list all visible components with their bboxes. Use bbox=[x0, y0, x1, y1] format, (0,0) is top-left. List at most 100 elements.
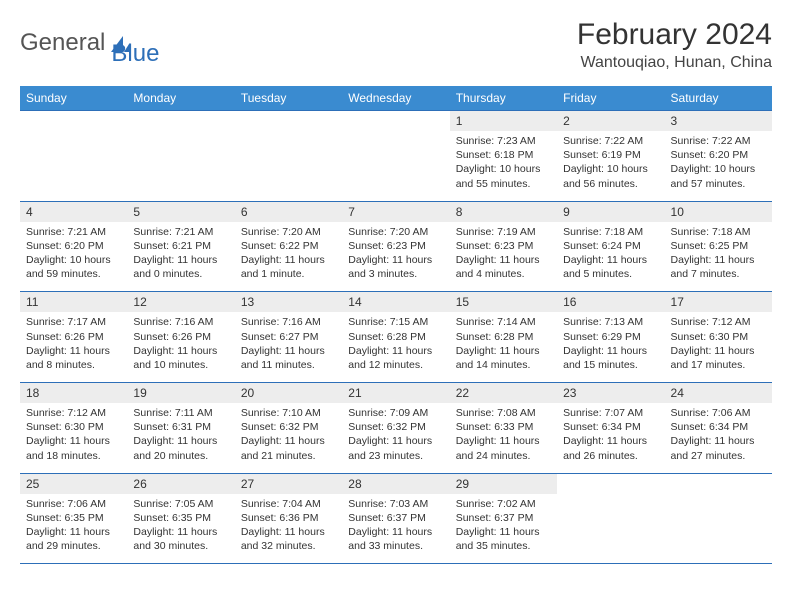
weekday-header: Tuesday bbox=[235, 86, 342, 111]
day-number: 26 bbox=[127, 474, 234, 494]
calendar-day-cell: 24Sunrise: 7:06 AMSunset: 6:34 PMDayligh… bbox=[665, 383, 772, 474]
calendar-table: SundayMondayTuesdayWednesdayThursdayFrid… bbox=[20, 86, 772, 564]
day-number: 4 bbox=[20, 202, 127, 222]
calendar-day-cell: 18Sunrise: 7:12 AMSunset: 6:30 PMDayligh… bbox=[20, 383, 127, 474]
calendar-day-cell: 5Sunrise: 7:21 AMSunset: 6:21 PMDaylight… bbox=[127, 201, 234, 292]
day-details: Sunrise: 7:03 AMSunset: 6:37 PMDaylight:… bbox=[342, 494, 449, 564]
day-details: Sunrise: 7:23 AMSunset: 6:18 PMDaylight:… bbox=[450, 131, 557, 201]
calendar-day-cell: 9Sunrise: 7:18 AMSunset: 6:24 PMDaylight… bbox=[557, 201, 664, 292]
day-number: 8 bbox=[450, 202, 557, 222]
day-details: Sunrise: 7:07 AMSunset: 6:34 PMDaylight:… bbox=[557, 403, 664, 473]
calendar-day-cell: 2Sunrise: 7:22 AMSunset: 6:19 PMDaylight… bbox=[557, 111, 664, 202]
calendar-day-cell: 21Sunrise: 7:09 AMSunset: 6:32 PMDayligh… bbox=[342, 383, 449, 474]
weekday-header: Friday bbox=[557, 86, 664, 111]
calendar-body: 0 0 0 0 1Sunrise: 7:23 AMSunset: 6:18 PM… bbox=[20, 111, 772, 564]
calendar-week-row: 18Sunrise: 7:12 AMSunset: 6:30 PMDayligh… bbox=[20, 383, 772, 474]
calendar-day-cell: 0 bbox=[342, 111, 449, 202]
day-details: Sunrise: 7:21 AMSunset: 6:20 PMDaylight:… bbox=[20, 222, 127, 292]
weekday-header: Wednesday bbox=[342, 86, 449, 111]
day-number: 18 bbox=[20, 383, 127, 403]
calendar-week-row: 4Sunrise: 7:21 AMSunset: 6:20 PMDaylight… bbox=[20, 201, 772, 292]
day-details: Sunrise: 7:22 AMSunset: 6:20 PMDaylight:… bbox=[665, 131, 772, 201]
day-number: 12 bbox=[127, 292, 234, 312]
calendar-day-cell: 8Sunrise: 7:19 AMSunset: 6:23 PMDaylight… bbox=[450, 201, 557, 292]
calendar-day-cell: 0 bbox=[557, 473, 664, 564]
day-number: 10 bbox=[665, 202, 772, 222]
calendar-week-row: 25Sunrise: 7:06 AMSunset: 6:35 PMDayligh… bbox=[20, 473, 772, 564]
day-number: 28 bbox=[342, 474, 449, 494]
month-title: February 2024 bbox=[577, 18, 772, 52]
day-number: 24 bbox=[665, 383, 772, 403]
calendar-day-cell: 28Sunrise: 7:03 AMSunset: 6:37 PMDayligh… bbox=[342, 473, 449, 564]
calendar-day-cell: 11Sunrise: 7:17 AMSunset: 6:26 PMDayligh… bbox=[20, 292, 127, 383]
day-number: 7 bbox=[342, 202, 449, 222]
day-details: Sunrise: 7:19 AMSunset: 6:23 PMDaylight:… bbox=[450, 222, 557, 292]
day-number: 17 bbox=[665, 292, 772, 312]
calendar-day-cell: 14Sunrise: 7:15 AMSunset: 6:28 PMDayligh… bbox=[342, 292, 449, 383]
calendar-day-cell: 10Sunrise: 7:18 AMSunset: 6:25 PMDayligh… bbox=[665, 201, 772, 292]
day-details: Sunrise: 7:11 AMSunset: 6:31 PMDaylight:… bbox=[127, 403, 234, 473]
logo-text-2: Blue bbox=[111, 40, 159, 68]
day-details: Sunrise: 7:16 AMSunset: 6:26 PMDaylight:… bbox=[127, 312, 234, 382]
calendar-day-cell: 12Sunrise: 7:16 AMSunset: 6:26 PMDayligh… bbox=[127, 292, 234, 383]
day-details: Sunrise: 7:21 AMSunset: 6:21 PMDaylight:… bbox=[127, 222, 234, 292]
day-details: Sunrise: 7:15 AMSunset: 6:28 PMDaylight:… bbox=[342, 312, 449, 382]
location: Wantouqiao, Hunan, China bbox=[577, 54, 772, 72]
day-details: Sunrise: 7:20 AMSunset: 6:22 PMDaylight:… bbox=[235, 222, 342, 292]
header: General Blue February 2024 Wantouqiao, H… bbox=[20, 18, 772, 72]
calendar-day-cell: 0 bbox=[665, 473, 772, 564]
day-number: 19 bbox=[127, 383, 234, 403]
day-number: 11 bbox=[20, 292, 127, 312]
calendar-day-cell: 19Sunrise: 7:11 AMSunset: 6:31 PMDayligh… bbox=[127, 383, 234, 474]
calendar-day-cell: 13Sunrise: 7:16 AMSunset: 6:27 PMDayligh… bbox=[235, 292, 342, 383]
logo-text-1: General bbox=[20, 29, 105, 57]
day-number: 14 bbox=[342, 292, 449, 312]
calendar-week-row: 0 0 0 0 1Sunrise: 7:23 AMSunset: 6:18 PM… bbox=[20, 111, 772, 202]
day-number: 6 bbox=[235, 202, 342, 222]
calendar-day-cell: 7Sunrise: 7:20 AMSunset: 6:23 PMDaylight… bbox=[342, 201, 449, 292]
calendar-day-cell: 6Sunrise: 7:20 AMSunset: 6:22 PMDaylight… bbox=[235, 201, 342, 292]
calendar-day-cell: 16Sunrise: 7:13 AMSunset: 6:29 PMDayligh… bbox=[557, 292, 664, 383]
day-details: Sunrise: 7:22 AMSunset: 6:19 PMDaylight:… bbox=[557, 131, 664, 201]
calendar-header-row: SundayMondayTuesdayWednesdayThursdayFrid… bbox=[20, 86, 772, 111]
day-details: Sunrise: 7:13 AMSunset: 6:29 PMDaylight:… bbox=[557, 312, 664, 382]
day-number: 3 bbox=[665, 111, 772, 131]
calendar-day-cell: 15Sunrise: 7:14 AMSunset: 6:28 PMDayligh… bbox=[450, 292, 557, 383]
day-number: 2 bbox=[557, 111, 664, 131]
day-details: Sunrise: 7:02 AMSunset: 6:37 PMDaylight:… bbox=[450, 494, 557, 564]
calendar-day-cell: 3Sunrise: 7:22 AMSunset: 6:20 PMDaylight… bbox=[665, 111, 772, 202]
calendar-week-row: 11Sunrise: 7:17 AMSunset: 6:26 PMDayligh… bbox=[20, 292, 772, 383]
calendar-day-cell: 0 bbox=[235, 111, 342, 202]
day-details: Sunrise: 7:16 AMSunset: 6:27 PMDaylight:… bbox=[235, 312, 342, 382]
day-number: 5 bbox=[127, 202, 234, 222]
day-details: Sunrise: 7:05 AMSunset: 6:35 PMDaylight:… bbox=[127, 494, 234, 564]
day-number: 16 bbox=[557, 292, 664, 312]
day-number: 20 bbox=[235, 383, 342, 403]
calendar-day-cell: 25Sunrise: 7:06 AMSunset: 6:35 PMDayligh… bbox=[20, 473, 127, 564]
calendar-day-cell: 0 bbox=[20, 111, 127, 202]
calendar-day-cell: 27Sunrise: 7:04 AMSunset: 6:36 PMDayligh… bbox=[235, 473, 342, 564]
calendar-day-cell: 26Sunrise: 7:05 AMSunset: 6:35 PMDayligh… bbox=[127, 473, 234, 564]
day-number: 22 bbox=[450, 383, 557, 403]
weekday-header: Sunday bbox=[20, 86, 127, 111]
day-number: 25 bbox=[20, 474, 127, 494]
weekday-header: Thursday bbox=[450, 86, 557, 111]
day-details: Sunrise: 7:12 AMSunset: 6:30 PMDaylight:… bbox=[20, 403, 127, 473]
day-number: 13 bbox=[235, 292, 342, 312]
calendar-day-cell: 17Sunrise: 7:12 AMSunset: 6:30 PMDayligh… bbox=[665, 292, 772, 383]
calendar-day-cell: 23Sunrise: 7:07 AMSunset: 6:34 PMDayligh… bbox=[557, 383, 664, 474]
day-number: 29 bbox=[450, 474, 557, 494]
day-details: Sunrise: 7:18 AMSunset: 6:24 PMDaylight:… bbox=[557, 222, 664, 292]
calendar-day-cell: 20Sunrise: 7:10 AMSunset: 6:32 PMDayligh… bbox=[235, 383, 342, 474]
calendar-day-cell: 4Sunrise: 7:21 AMSunset: 6:20 PMDaylight… bbox=[20, 201, 127, 292]
logo: General Blue bbox=[20, 18, 159, 68]
day-number: 9 bbox=[557, 202, 664, 222]
day-details: Sunrise: 7:14 AMSunset: 6:28 PMDaylight:… bbox=[450, 312, 557, 382]
day-details: Sunrise: 7:09 AMSunset: 6:32 PMDaylight:… bbox=[342, 403, 449, 473]
day-number: 23 bbox=[557, 383, 664, 403]
calendar-day-cell: 22Sunrise: 7:08 AMSunset: 6:33 PMDayligh… bbox=[450, 383, 557, 474]
day-details: Sunrise: 7:06 AMSunset: 6:35 PMDaylight:… bbox=[20, 494, 127, 564]
weekday-header: Saturday bbox=[665, 86, 772, 111]
day-details: Sunrise: 7:08 AMSunset: 6:33 PMDaylight:… bbox=[450, 403, 557, 473]
day-details: Sunrise: 7:06 AMSunset: 6:34 PMDaylight:… bbox=[665, 403, 772, 473]
